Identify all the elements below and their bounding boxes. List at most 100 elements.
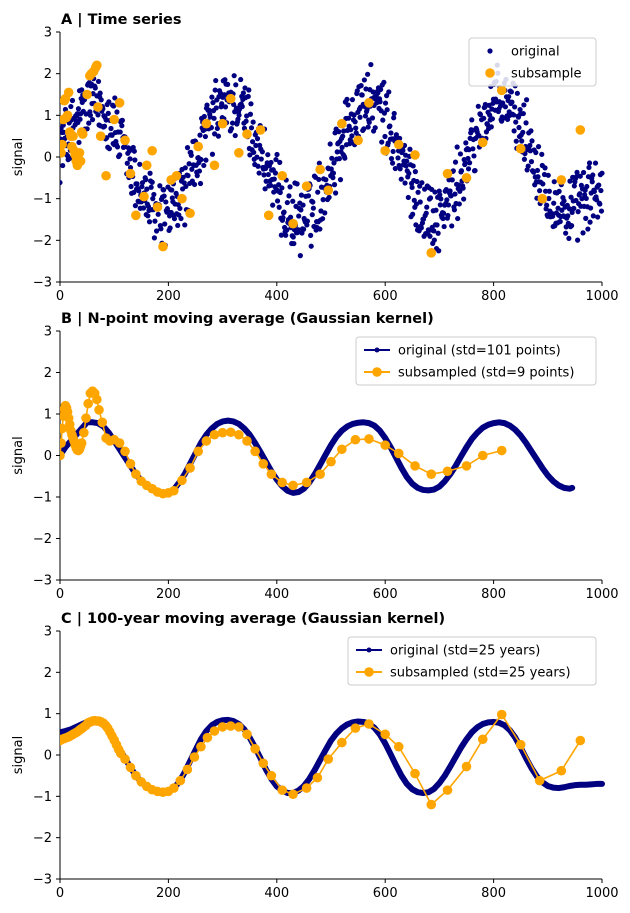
data-point xyxy=(431,487,437,492)
data-point xyxy=(449,177,455,183)
data-point xyxy=(533,149,539,156)
data-point xyxy=(255,163,261,169)
data-point xyxy=(336,129,342,135)
data-point xyxy=(117,152,123,158)
data-point xyxy=(203,157,209,163)
data-point xyxy=(171,170,182,181)
data-point xyxy=(577,782,583,788)
data-point xyxy=(323,177,329,183)
data-point xyxy=(323,452,328,458)
data-point xyxy=(83,398,93,409)
data-point xyxy=(399,465,404,471)
data-point xyxy=(322,210,328,216)
data-point xyxy=(215,133,222,139)
data-point xyxy=(513,119,519,125)
data-point xyxy=(114,144,121,150)
data-point xyxy=(217,118,228,129)
data-point xyxy=(442,773,448,779)
data-point xyxy=(243,118,249,124)
data-point xyxy=(398,176,404,182)
data-point xyxy=(255,125,266,135)
data-point xyxy=(234,429,244,440)
data-point xyxy=(329,155,335,161)
data-point xyxy=(337,444,347,455)
y-tick-label: −2 xyxy=(33,532,52,547)
data-point xyxy=(537,188,543,194)
panel-title: B | N-point moving average (Gaussian ker… xyxy=(61,311,434,327)
legend-label: original xyxy=(511,45,560,60)
data-point xyxy=(254,136,261,142)
data-point xyxy=(505,116,511,123)
data-point xyxy=(477,137,488,148)
data-point xyxy=(556,765,567,776)
data-point xyxy=(245,93,251,100)
data-point xyxy=(355,719,361,724)
data-point xyxy=(277,159,283,165)
data-point xyxy=(158,241,168,252)
data-point xyxy=(586,160,593,166)
data-point xyxy=(182,165,188,171)
data-point xyxy=(258,459,269,469)
data-point xyxy=(415,789,421,795)
data-point xyxy=(247,152,253,158)
data-point xyxy=(206,107,212,113)
data-point xyxy=(242,85,248,91)
data-point xyxy=(339,428,345,433)
data-point xyxy=(575,735,586,746)
data-point xyxy=(120,446,130,457)
data-point xyxy=(545,783,551,789)
data-point xyxy=(251,149,257,156)
y-tick-label: 0 xyxy=(44,749,52,764)
data-point xyxy=(458,168,465,174)
data-point xyxy=(520,129,526,135)
data-point xyxy=(572,782,578,788)
data-point xyxy=(393,741,404,752)
x-tick-label: 800 xyxy=(481,886,506,901)
data-point xyxy=(339,144,345,150)
data-point xyxy=(301,477,312,488)
data-point xyxy=(315,469,325,479)
data-point xyxy=(431,237,437,243)
data-point xyxy=(306,776,312,782)
data-point xyxy=(182,764,193,775)
legend-marker xyxy=(366,647,372,653)
data-point xyxy=(357,114,363,120)
data-point xyxy=(386,89,392,95)
data-point xyxy=(391,110,397,117)
data-point xyxy=(577,191,583,197)
data-point xyxy=(186,161,192,167)
data-point xyxy=(589,179,595,185)
data-point xyxy=(68,103,74,110)
legend-marker xyxy=(364,667,374,677)
data-point xyxy=(585,226,591,232)
data-point xyxy=(101,170,111,181)
data-point xyxy=(397,135,403,141)
data-point xyxy=(234,722,244,732)
data-point xyxy=(95,131,106,141)
data-point xyxy=(377,428,383,433)
data-point xyxy=(300,202,306,208)
legend-label: subsampled (std=25 years) xyxy=(390,666,571,681)
data-point xyxy=(209,160,220,171)
data-point xyxy=(242,436,252,446)
data-point xyxy=(455,215,461,222)
y-tick-label: 1 xyxy=(44,408,52,423)
series-subsample xyxy=(60,386,507,499)
data-point xyxy=(219,101,225,107)
data-point xyxy=(598,208,605,214)
data-point xyxy=(288,480,298,491)
data-point xyxy=(287,214,294,220)
data-point xyxy=(127,156,133,162)
data-point xyxy=(358,83,364,89)
data-point xyxy=(380,117,386,123)
data-point xyxy=(250,139,256,145)
data-point xyxy=(427,233,433,239)
data-point xyxy=(542,165,548,171)
data-point xyxy=(590,172,596,178)
data-point xyxy=(147,145,157,156)
data-point xyxy=(253,142,259,149)
data-point xyxy=(220,419,226,424)
data-point xyxy=(349,97,356,103)
data-point xyxy=(301,783,312,793)
data-point xyxy=(546,188,552,194)
